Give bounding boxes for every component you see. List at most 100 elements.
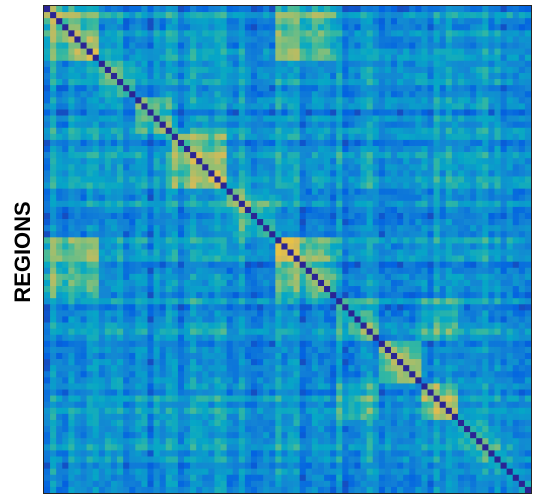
heatmap-cell bbox=[445, 340, 453, 348]
heatmap-cell bbox=[56, 54, 63, 62]
heatmap-cell bbox=[470, 48, 477, 56]
heatmap-cell bbox=[488, 359, 495, 366]
heatmap-cell bbox=[354, 377, 361, 384]
heatmap-cell bbox=[50, 200, 57, 208]
heatmap-cell bbox=[110, 383, 118, 390]
heatmap-cell bbox=[281, 115, 288, 123]
heatmap-cell bbox=[208, 115, 215, 123]
heatmap-cell bbox=[177, 352, 185, 360]
heatmap-cell bbox=[360, 85, 367, 92]
heatmap-cell bbox=[44, 194, 51, 202]
heatmap-cell bbox=[98, 200, 106, 208]
heatmap-cell bbox=[184, 249, 191, 256]
heatmap-cell bbox=[123, 18, 130, 25]
heatmap-cell bbox=[50, 42, 57, 49]
heatmap-cell bbox=[409, 243, 416, 250]
heatmap-cell bbox=[378, 60, 386, 68]
heatmap-cell bbox=[384, 267, 392, 275]
heatmap-cell bbox=[445, 206, 453, 214]
heatmap-cell bbox=[220, 194, 227, 202]
heatmap-cell bbox=[324, 328, 331, 336]
heatmap-cell bbox=[488, 170, 495, 177]
heatmap-cell bbox=[56, 322, 63, 329]
heatmap-cell bbox=[378, 212, 386, 220]
heatmap-cell bbox=[464, 188, 471, 196]
heatmap-cell bbox=[500, 24, 507, 31]
heatmap-cell bbox=[275, 371, 282, 378]
heatmap-cell bbox=[324, 219, 331, 226]
heatmap-cell bbox=[433, 164, 441, 171]
heatmap-cell bbox=[439, 103, 447, 110]
heatmap-cell bbox=[384, 225, 392, 232]
heatmap-cell bbox=[147, 18, 154, 25]
heatmap-cell bbox=[80, 304, 87, 311]
heatmap-cell bbox=[384, 212, 392, 220]
heatmap-cell bbox=[330, 91, 337, 98]
heatmap-cell bbox=[263, 243, 270, 250]
heatmap-cell bbox=[257, 18, 264, 25]
heatmap-cell bbox=[202, 121, 209, 129]
heatmap-cell bbox=[202, 127, 209, 135]
heatmap-cell bbox=[147, 292, 154, 299]
heatmap-cell bbox=[177, 365, 185, 372]
heatmap-cell bbox=[348, 243, 355, 250]
heatmap-cell bbox=[384, 273, 392, 281]
heatmap-cell bbox=[141, 30, 148, 37]
heatmap-cell bbox=[476, 243, 483, 250]
heatmap-cell bbox=[123, 66, 130, 74]
heatmap-cell bbox=[317, 310, 325, 317]
heatmap-cell bbox=[482, 194, 489, 202]
heatmap-cell bbox=[184, 176, 191, 183]
heatmap-cell bbox=[372, 91, 380, 98]
heatmap-cell bbox=[135, 322, 142, 329]
heatmap-cell bbox=[464, 18, 471, 25]
heatmap-cell bbox=[470, 85, 477, 92]
heatmap-cell bbox=[244, 200, 252, 208]
heatmap-cell bbox=[98, 18, 106, 25]
heatmap-cell bbox=[415, 261, 422, 269]
heatmap-cell bbox=[439, 36, 447, 43]
heatmap-cell bbox=[433, 286, 441, 293]
heatmap-cell bbox=[86, 152, 94, 159]
heatmap-cell bbox=[44, 267, 51, 275]
heatmap-cell bbox=[98, 219, 106, 226]
heatmap-cell bbox=[415, 328, 422, 336]
heatmap-cell bbox=[129, 115, 136, 123]
heatmap-cell bbox=[141, 267, 148, 275]
heatmap-cell bbox=[324, 292, 331, 299]
heatmap-cell bbox=[196, 377, 203, 384]
heatmap-cell bbox=[464, 377, 471, 384]
heatmap-cell bbox=[177, 36, 185, 43]
heatmap-cell bbox=[457, 310, 465, 317]
heatmap-cell bbox=[324, 346, 331, 354]
heatmap-cell bbox=[184, 97, 191, 104]
heatmap-cell bbox=[86, 212, 94, 220]
heatmap-cell bbox=[524, 334, 532, 342]
heatmap-cell bbox=[80, 346, 87, 354]
heatmap-cell bbox=[281, 36, 288, 43]
heatmap-cell bbox=[62, 237, 69, 244]
heatmap-cell bbox=[250, 249, 258, 256]
heatmap-cell bbox=[287, 286, 294, 293]
heatmap-cell bbox=[110, 249, 118, 256]
heatmap-cell bbox=[117, 346, 124, 354]
heatmap-diagonal-cell bbox=[409, 371, 416, 378]
heatmap-cell bbox=[250, 170, 258, 177]
heatmap-cell bbox=[208, 249, 215, 256]
heatmap-cell bbox=[524, 103, 532, 110]
heatmap-cell bbox=[117, 249, 124, 256]
heatmap-cell bbox=[177, 310, 185, 317]
heatmap-cell bbox=[482, 121, 489, 129]
heatmap-cell bbox=[184, 346, 191, 354]
heatmap-cell bbox=[159, 42, 167, 49]
heatmap-cell bbox=[190, 164, 197, 171]
heatmap-cell bbox=[177, 304, 185, 311]
heatmap-cell bbox=[86, 249, 94, 256]
heatmap-cell bbox=[500, 48, 507, 56]
heatmap-cell bbox=[202, 139, 209, 147]
heatmap-cell bbox=[378, 127, 386, 135]
heatmap-cell bbox=[238, 54, 246, 62]
heatmap-cell bbox=[409, 97, 416, 104]
heatmap-cell bbox=[336, 109, 343, 116]
heatmap-cell bbox=[50, 261, 57, 269]
